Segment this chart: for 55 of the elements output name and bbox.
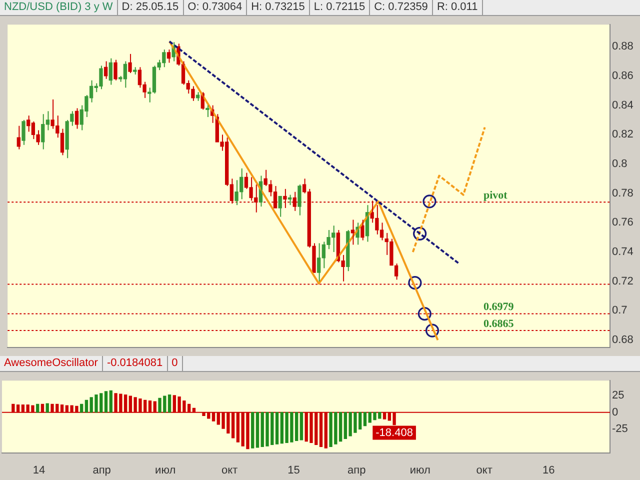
y-tick-label: 0.84 [612, 99, 634, 112]
bar [80, 404, 84, 413]
bar [251, 412, 254, 448]
text: O: 0.73064 [184, 0, 248, 15]
point [425, 324, 440, 338]
x-tick-label: 14 [32, 464, 46, 476]
bar [36, 404, 40, 413]
bar [363, 412, 367, 426]
text: 0 [168, 356, 183, 371]
bar [109, 390, 112, 413]
y-tick-label: 0.8 [612, 158, 628, 170]
ref-line-label: pivot [483, 189, 508, 202]
text: D: 25.05.15 [118, 0, 184, 15]
bar [275, 412, 279, 444]
y-tick-label: -25 [612, 423, 628, 436]
x-tick-label: окт [222, 464, 238, 476]
point [408, 276, 422, 290]
ref-line-label: 0.6865 [483, 318, 514, 330]
y-tick-label: 25 [612, 389, 624, 402]
point [418, 307, 432, 321]
y-tick-label: 0.74 [612, 246, 634, 258]
bar [104, 391, 108, 413]
text: L: 0.72115 [310, 0, 370, 15]
text: -0.0184081 [102, 356, 168, 371]
x-tick-label: апр [348, 464, 366, 476]
y-tick-label: 0.78 [612, 187, 634, 200]
x-tick-label: 16 [542, 464, 555, 476]
text: C: 0.72359 [370, 0, 433, 15]
y-tick-label: 0.76 [612, 216, 634, 229]
bar [256, 412, 260, 448]
x-tick-label: апр [92, 464, 111, 476]
chart-title: AwesomeOscillator [0, 356, 103, 371]
bar [84, 400, 88, 413]
data-label: -18.408 [376, 426, 413, 439]
y-tick-label: 0.7 [612, 304, 628, 317]
x-tick-label: окт [476, 464, 492, 476]
y-tick-label: 0.86 [612, 70, 634, 82]
text: R: 0.011 [432, 0, 483, 15]
y-tick-label: 0.82 [612, 128, 634, 141]
y-tick-label: 0 [612, 406, 618, 418]
y-tick-label: 0.68 [612, 334, 634, 346]
y-tick-label: 0.72 [612, 275, 634, 288]
bar [338, 412, 342, 442]
bar [300, 412, 304, 440]
chart-title: NZD/USD (BID) 3 y W [0, 0, 118, 15]
x-tick-label: июл [155, 464, 176, 476]
x-tick-label: июл [410, 464, 430, 476]
text: H: 0.73215 [247, 0, 310, 15]
point [422, 194, 436, 208]
x-tick-label: 15 [288, 464, 300, 476]
bar [168, 394, 172, 413]
ref-line-label: 0.6979 [483, 301, 514, 314]
bar [46, 403, 49, 413]
y-tick-label: 0.88 [612, 40, 634, 53]
point [413, 226, 427, 240]
